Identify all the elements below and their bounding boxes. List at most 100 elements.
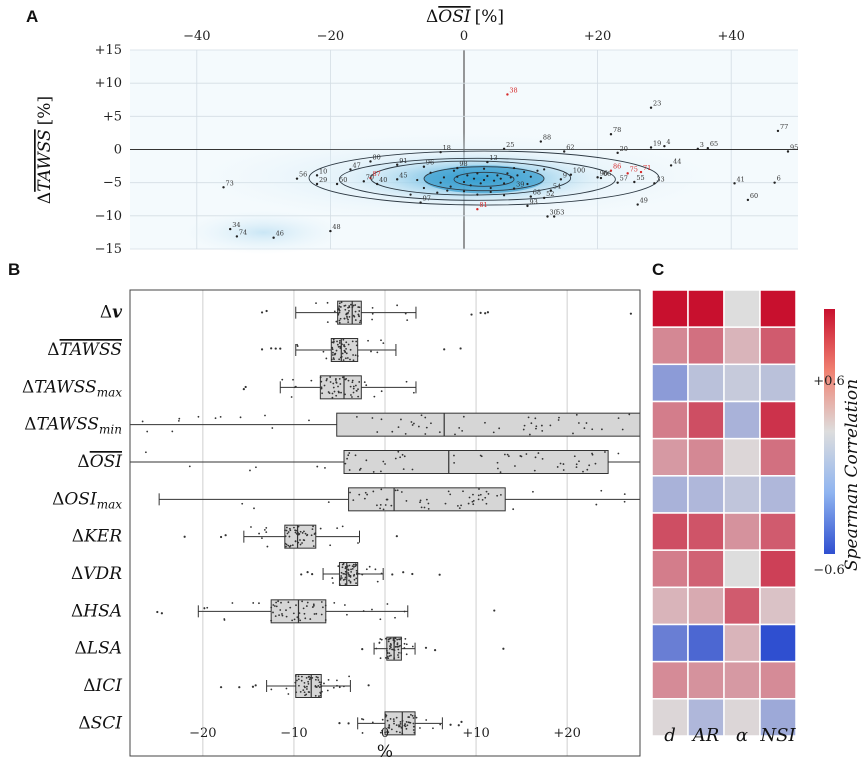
swarm-point [294, 681, 297, 684]
swarm-point [397, 645, 400, 648]
swarm-point [336, 679, 338, 682]
swarm-point [331, 346, 334, 349]
swarm-point [530, 422, 533, 425]
swarm-point [361, 718, 363, 720]
swarm-point [365, 568, 368, 571]
heatmap-cell [759, 289, 797, 328]
outlier [391, 573, 394, 576]
swarm-point [312, 545, 315, 548]
density-contour [338, 157, 616, 201]
panel-a-y-tick-label: −5 [103, 176, 122, 191]
swarm-point [316, 676, 319, 679]
swarm-point [299, 530, 302, 533]
panel-a-y-tick-label: +5 [103, 109, 122, 124]
swarm-point [430, 422, 432, 425]
swarm-point [351, 568, 354, 570]
panel-b-grid [202, 290, 568, 756]
category-label: ΔICI [83, 676, 122, 696]
swarm-point [231, 602, 234, 604]
swarm-point [499, 471, 502, 474]
swarm-point [252, 602, 255, 604]
swarm-point [484, 421, 486, 424]
swarm-point [371, 721, 374, 724]
heatmap-cell [651, 437, 689, 477]
swarm-point [320, 681, 323, 684]
swarm-point [346, 613, 348, 616]
swarm-point [338, 302, 341, 305]
swarm-point [356, 573, 358, 576]
swarm-point [336, 527, 339, 530]
swarm-point [557, 419, 560, 421]
swarm-point [335, 394, 338, 397]
swarm-point [308, 419, 310, 422]
swarm-point [396, 643, 399, 646]
swarm-point [549, 424, 552, 427]
swarm-point [401, 453, 404, 456]
swarm-point [320, 386, 323, 389]
swarm-point [312, 539, 314, 542]
swarm-point [405, 727, 408, 730]
swarm-point [343, 604, 346, 606]
heatmap-cell [723, 475, 761, 514]
swarm-point [462, 415, 465, 418]
swarm-point [335, 381, 338, 384]
swarm-point [397, 651, 400, 654]
swarm-point [322, 350, 325, 353]
swarm-point [379, 657, 382, 660]
swarm-point [380, 418, 383, 421]
swarm-point [332, 338, 335, 341]
scatter-point-label: 73 [226, 179, 234, 187]
swarm-point [296, 343, 298, 346]
swarm-point [339, 577, 342, 580]
swarm-point [347, 321, 350, 323]
swarm-point [338, 686, 341, 689]
scatter-point-label: 98 [459, 160, 467, 168]
swarm-point [239, 416, 242, 419]
swarm-point [301, 542, 303, 544]
outlier [238, 686, 241, 689]
cluster-point [469, 184, 472, 187]
swarm-point [336, 343, 339, 346]
swarm-point [292, 378, 294, 381]
box-ker [183, 524, 398, 549]
swarm-point [351, 340, 354, 343]
swarm-point [320, 387, 323, 390]
swarm-point [372, 471, 375, 473]
scatter-point-label: 34 [232, 221, 240, 229]
swarm-point [519, 455, 522, 457]
swarm-point [347, 569, 350, 571]
swarm-point [316, 465, 319, 468]
swarm-point [319, 683, 322, 686]
category-label: ΔSCI [78, 713, 122, 733]
swarm-point [331, 354, 334, 356]
swarm-point [404, 312, 407, 315]
swarm-point [293, 618, 296, 621]
swarm-point [144, 451, 147, 454]
swarm-point [314, 694, 317, 697]
swarm-point [371, 312, 374, 315]
swarm-point [358, 469, 361, 471]
swarm-point [341, 343, 343, 346]
outlier [274, 347, 277, 350]
swarm-point [527, 416, 530, 419]
swarm-point [294, 675, 297, 677]
swarm-point [338, 309, 341, 312]
swarm-point [344, 308, 347, 311]
swarm-point [197, 415, 200, 418]
swarm-point [287, 544, 290, 547]
scatter-point [549, 189, 553, 192]
swarm-point [358, 493, 361, 496]
swarm-point [388, 655, 391, 657]
swarm-point [348, 675, 351, 678]
swarm-point [345, 573, 348, 576]
swarm-point [319, 694, 322, 697]
swarm-point [427, 502, 430, 505]
swarm-point [468, 496, 471, 499]
outlier [160, 612, 163, 615]
scatter-point [639, 170, 643, 174]
swarm-point [492, 431, 495, 434]
swarm-point [281, 614, 284, 617]
swarm-point [320, 685, 323, 688]
swarm-point [219, 415, 222, 418]
scatter-point-label: 80 [372, 153, 380, 161]
